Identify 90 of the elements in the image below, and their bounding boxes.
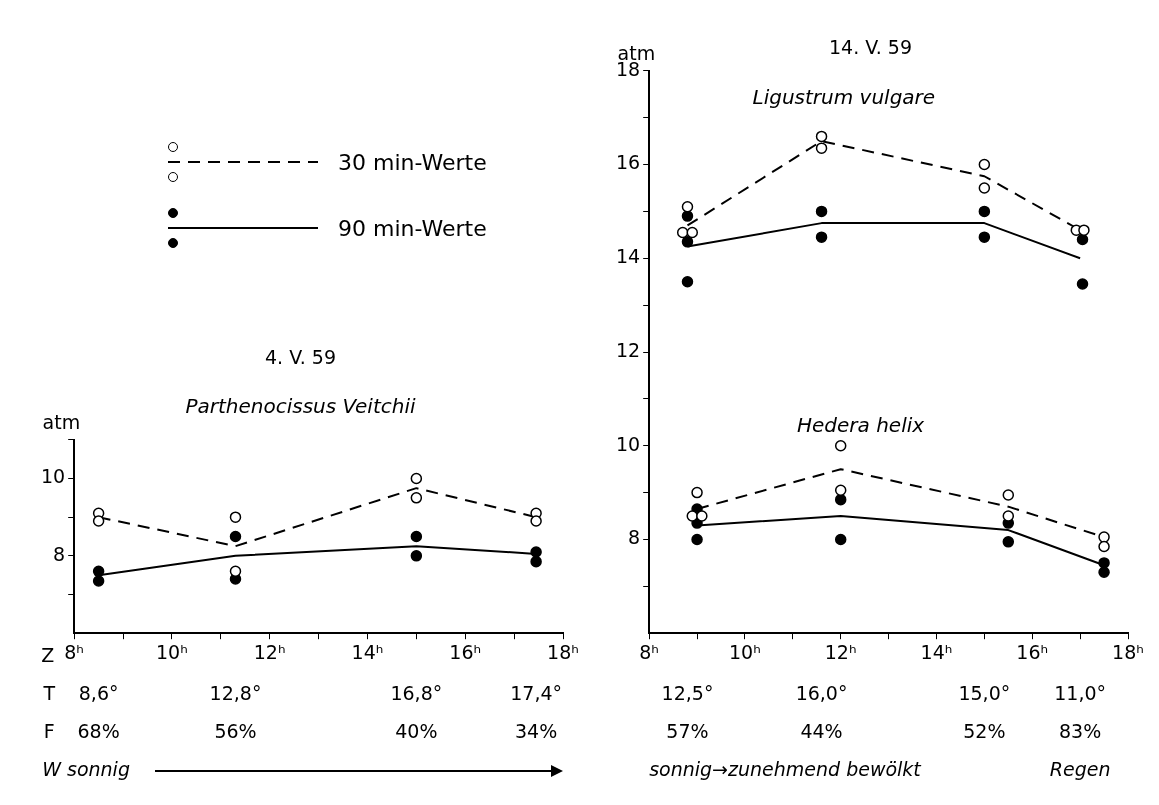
point xyxy=(691,533,703,546)
point xyxy=(92,575,105,587)
text: 83% xyxy=(1059,720,1102,743)
text: 52% xyxy=(963,720,1006,743)
y-tick-label: 12 xyxy=(615,338,641,361)
x-tick-label: 18ʰ xyxy=(547,640,579,663)
point xyxy=(1078,224,1090,236)
text: 17,4° xyxy=(510,682,563,705)
x-tick-label: 12ʰ xyxy=(824,640,857,663)
text: F xyxy=(43,720,55,743)
point xyxy=(1098,540,1110,553)
x-tick-label: 14ʰ xyxy=(920,640,953,663)
x-tick-label: 8ʰ xyxy=(64,640,85,663)
y-tick-label: 10 xyxy=(615,432,641,455)
text: W sonnig xyxy=(42,758,130,781)
x-tick-label: 10ʰ xyxy=(156,640,188,663)
point xyxy=(410,472,423,485)
text: 12,8° xyxy=(209,682,262,705)
point xyxy=(681,200,694,213)
legend-label: 30 min-Werte xyxy=(338,149,487,175)
x-tick-label: 16ʰ xyxy=(449,640,482,663)
text: 8,6° xyxy=(78,682,119,705)
text: 40% xyxy=(395,720,438,743)
point xyxy=(92,565,105,578)
point xyxy=(681,236,694,248)
text: 15,0° xyxy=(958,682,1011,705)
point xyxy=(1002,510,1015,522)
point xyxy=(978,205,991,218)
point xyxy=(681,210,694,222)
point xyxy=(1098,531,1110,543)
point xyxy=(681,275,694,288)
x-axis-title: Z xyxy=(41,644,55,667)
text: Ligustrum vulgare xyxy=(752,85,936,110)
y-tick-label: 8 xyxy=(628,526,641,549)
point xyxy=(229,511,242,523)
point xyxy=(978,158,991,171)
text: sonnig→zunehmend bewölkt xyxy=(649,758,923,781)
point xyxy=(229,530,242,543)
x-tick-label: 18ʰ xyxy=(1112,640,1144,663)
y-tick-label: 8 xyxy=(53,542,66,565)
text: Hedera helix xyxy=(797,413,925,438)
point xyxy=(410,550,423,562)
chart-title: 14. V. 59 xyxy=(828,36,913,59)
point xyxy=(1098,557,1110,569)
chart-subtitle: Parthenocissus Veitchii xyxy=(185,394,416,418)
point xyxy=(92,515,105,527)
text: 12,5° xyxy=(661,682,714,705)
point xyxy=(815,130,828,143)
point xyxy=(530,515,542,527)
text: 34% xyxy=(515,720,558,743)
point xyxy=(530,555,542,568)
point xyxy=(978,231,991,243)
x-tick-label: 10ʰ xyxy=(729,640,761,663)
point xyxy=(1076,233,1089,246)
point xyxy=(676,226,689,239)
text: T xyxy=(42,682,56,705)
text: 68% xyxy=(77,720,120,743)
text: 57% xyxy=(666,720,709,743)
point xyxy=(815,142,828,154)
x-tick-label: 12ʰ xyxy=(253,640,286,663)
point xyxy=(530,546,542,558)
legend-label: 90 min-Werte xyxy=(338,215,487,241)
text: 16,8° xyxy=(390,682,443,705)
point xyxy=(834,533,847,546)
point xyxy=(1002,489,1015,501)
chart-title: 4. V. 59 xyxy=(265,346,336,369)
point xyxy=(1098,566,1110,579)
y-tick-label: 14 xyxy=(615,245,641,268)
y-axis-title: atm xyxy=(42,410,81,433)
point xyxy=(686,226,699,239)
point xyxy=(410,530,423,543)
point xyxy=(815,205,828,218)
point xyxy=(1076,278,1089,290)
x-tick-label: 16ʰ xyxy=(1016,640,1049,663)
x-tick-label: 8ʰ xyxy=(639,640,660,663)
y-tick-label: 10 xyxy=(40,465,66,488)
point xyxy=(834,439,847,452)
point xyxy=(696,510,708,522)
x-tick-label: 14ʰ xyxy=(351,640,384,663)
text: 44% xyxy=(800,720,843,743)
point xyxy=(978,182,991,194)
y-tick-label: 16 xyxy=(615,151,641,174)
text: 56% xyxy=(214,720,257,743)
text: 11,0° xyxy=(1054,682,1107,705)
text: Regen xyxy=(1049,758,1111,781)
point xyxy=(410,492,423,504)
text: 16,0° xyxy=(795,682,848,705)
point xyxy=(1002,536,1015,548)
point xyxy=(815,231,828,243)
point xyxy=(691,486,703,499)
